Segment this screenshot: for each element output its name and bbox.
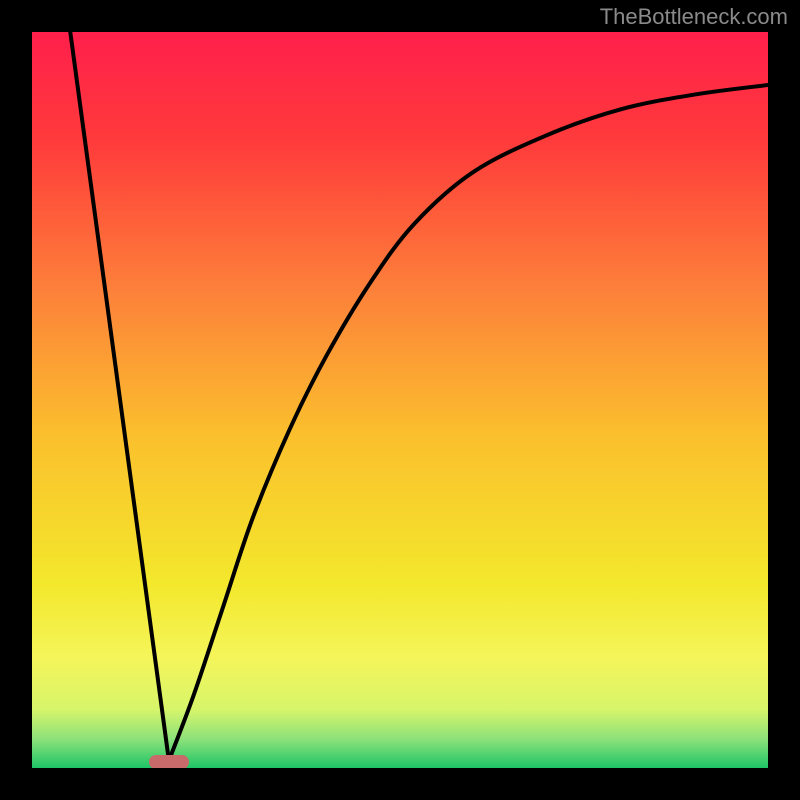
- right-curve: [169, 85, 768, 761]
- chart-container: TheBottleneck.com: [0, 0, 800, 800]
- plot-area: [32, 32, 768, 768]
- curves-layer: [32, 32, 768, 768]
- watermark-text: TheBottleneck.com: [600, 4, 788, 30]
- vertex-marker: [149, 755, 189, 768]
- left-line: [70, 32, 169, 761]
